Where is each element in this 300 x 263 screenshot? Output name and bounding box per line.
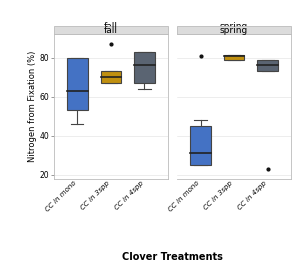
Text: Clover Treatments: Clover Treatments bbox=[122, 252, 223, 262]
Text: fall: fall bbox=[104, 22, 118, 31]
FancyBboxPatch shape bbox=[177, 26, 291, 34]
Bar bbox=[190, 126, 211, 165]
Text: fall: fall bbox=[104, 26, 118, 35]
Bar bbox=[134, 52, 154, 83]
Bar bbox=[101, 71, 121, 83]
Bar bbox=[68, 58, 88, 110]
Text: spring: spring bbox=[220, 22, 248, 31]
FancyBboxPatch shape bbox=[54, 26, 168, 34]
Bar bbox=[224, 55, 244, 60]
Bar bbox=[257, 60, 278, 71]
Text: spring: spring bbox=[220, 26, 248, 35]
Y-axis label: Nitrogen from Fixation (%): Nitrogen from Fixation (%) bbox=[28, 51, 37, 162]
